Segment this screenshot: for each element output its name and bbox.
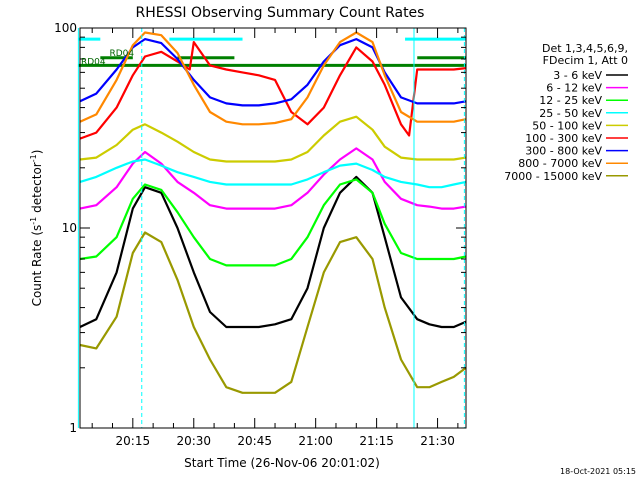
x-axis-label: Start Time (26-Nov-06 20:01:02) <box>184 456 380 470</box>
legend-label-9: 7000 - 15000 keV <box>504 170 602 183</box>
series-line-2 <box>79 147 467 210</box>
y-tick-label: 10 <box>62 221 77 235</box>
legend-label-6: 100 - 300 keV <box>525 132 602 145</box>
y-axis-label-main: Count Rate (s <box>30 225 44 307</box>
legend-header-line: FDecim 1, Att 0 <box>543 54 628 67</box>
x-tick-label: 20:30 <box>176 434 211 448</box>
plot-lines <box>77 31 467 394</box>
series-line-9 <box>79 231 467 394</box>
legend-label-3: 12 - 25 keV <box>539 94 602 107</box>
series-line-3 <box>79 178 467 267</box>
timestamp: 18-Oct-2021 05:15 <box>560 467 636 476</box>
legend-label-8: 800 - 7000 keV <box>518 157 602 170</box>
x-tick-label: 20:15 <box>116 434 151 448</box>
annotation-label-0: RD04 <box>81 57 106 67</box>
legend-label-5: 50 - 100 keV <box>532 119 602 132</box>
series-line-1 <box>79 175 467 329</box>
series-line-7 <box>79 37 467 107</box>
legend-label-7: 300 - 800 keV <box>525 145 602 158</box>
y-tick-label: 100 <box>54 21 77 35</box>
x-tick-label: 21:30 <box>420 434 455 448</box>
y-axis-label-close: ) <box>30 150 44 155</box>
legend: Det 1,3,4,5,6,9,FDecim 1, Att 0 3 - 6 keV… <box>504 42 628 183</box>
series-line-5 <box>79 115 467 163</box>
y-axis-label-exp-1: -1 <box>29 217 38 225</box>
y-axis-label: Count Rate (s-1 detector-1) <box>29 150 44 307</box>
legend-label-1: 3 - 6 keV <box>553 69 602 82</box>
series-line-8 <box>79 31 467 126</box>
annotation-label-1: RD04 <box>109 49 134 59</box>
x-axis: 20:15 20:30 20:45 21:00 21:15 21:30 <box>91 28 459 448</box>
legend-header-line: Det 1,3,4,5,6,9, <box>542 42 628 55</box>
chart-title: RHESSI Observing Summary Count Rates <box>136 5 425 21</box>
y-axis-label-mid: detector <box>30 162 44 217</box>
y-axis: 1 10 100 <box>54 21 466 435</box>
x-tick-label: 21:15 <box>359 434 394 448</box>
x-tick-label: 21:00 <box>298 434 333 448</box>
legend-label-2: 6 - 12 keV <box>546 82 602 95</box>
plot-frame <box>79 27 467 429</box>
y-axis-label-exp-2: -1 <box>29 154 38 162</box>
y-tick-label: 1 <box>69 421 77 435</box>
legend-label-4: 25 - 50 keV <box>539 107 602 120</box>
series-line-4 <box>79 158 467 189</box>
x-tick-label: 20:45 <box>237 434 272 448</box>
